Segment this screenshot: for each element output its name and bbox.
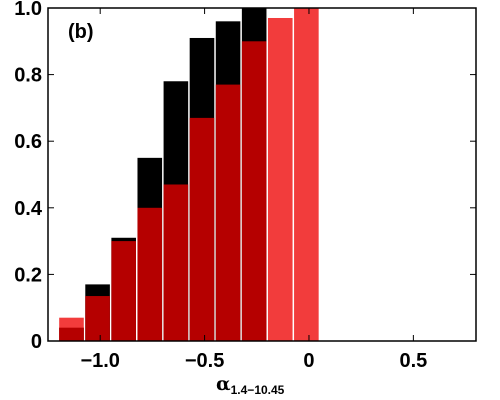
bar-s2-6 — [215, 84, 241, 341]
x-tick-label-3: 0.5 — [399, 350, 427, 372]
panel-label: (b) — [68, 21, 94, 43]
x-tick-label-1: −0.5 — [185, 350, 224, 372]
x-axis-label-subscript: 1.4−10.45 — [231, 383, 285, 397]
x-tick-label-0: −1.0 — [80, 350, 119, 372]
x-tick-label-2: 0 — [303, 350, 314, 372]
y-tick-label-5: 1.0 — [14, 0, 42, 20]
plot-frame — [47, 7, 477, 342]
bar-s2-3 — [137, 207, 163, 341]
bar-s2-5 — [189, 117, 215, 341]
bar-s2-2 — [111, 241, 136, 341]
bar-s1-8 — [267, 17, 293, 342]
y-tick-label-3: 0.6 — [14, 131, 42, 153]
bars-layer — [59, 8, 319, 342]
y-tick-label-0: 0 — [31, 331, 42, 353]
y-tick-label-4: 0.8 — [14, 65, 42, 87]
x-axis-label: α1.4−10.45 — [216, 373, 285, 397]
bar-s2-4 — [163, 184, 189, 341]
bar-s2-7 — [241, 41, 267, 342]
ticks-layer: −1.0 −0.5 0 0.5 0 0.2 0.4 0.6 0.8 1.0 — [14, 0, 476, 372]
bar-s1-9 — [294, 8, 319, 341]
x-axis-label-symbol: α — [216, 373, 231, 395]
bar-s2-1 — [85, 296, 110, 341]
y-tick-label-2: 0.4 — [14, 198, 43, 220]
bar-s2-0 — [59, 327, 84, 341]
y-tick-label-1: 0.2 — [14, 264, 42, 286]
